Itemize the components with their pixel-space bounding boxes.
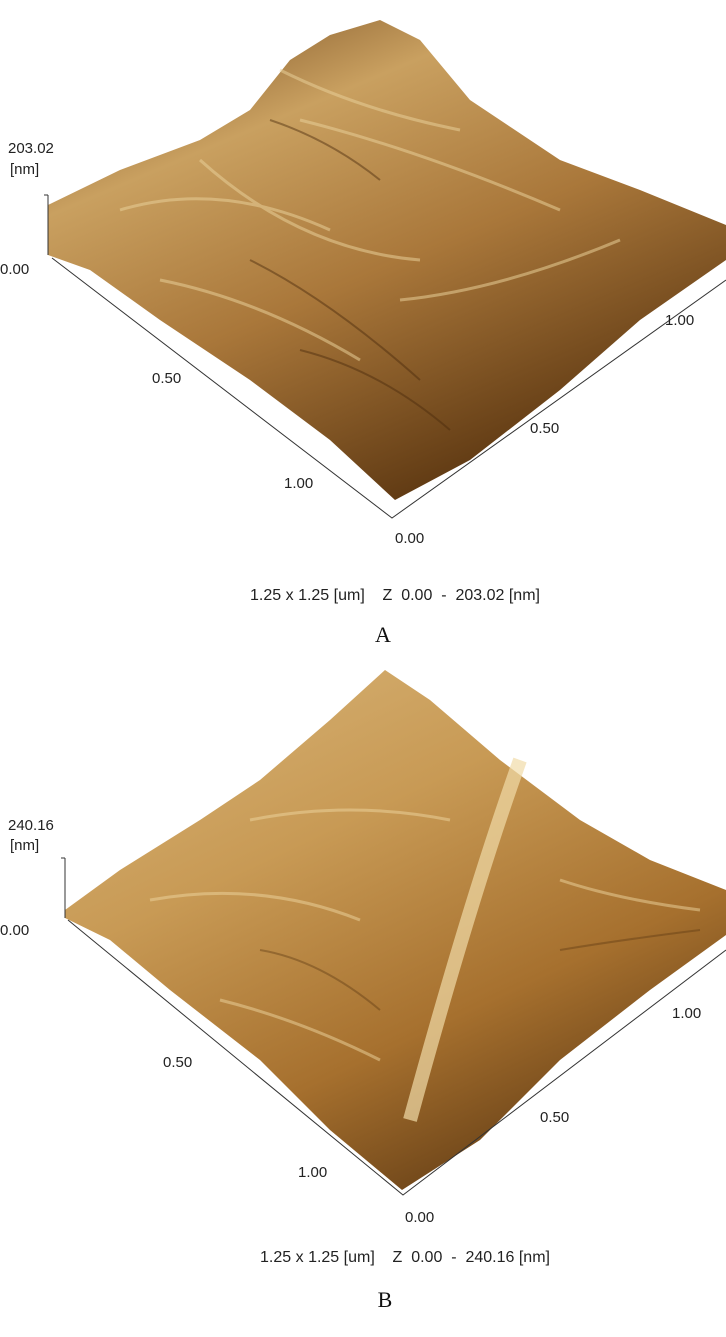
surface-b [65,670,726,1190]
panel-label: B [378,1287,393,1312]
right-axis-tick: 1.00 [665,312,694,329]
left-axis-tick: 0.50 [163,1054,192,1071]
panel-label: A [375,622,391,647]
left-axis-tick: 1.00 [284,475,313,492]
left-axis-tick: 0.50 [152,370,181,387]
right-axis-tick: 0.00 [405,1209,434,1226]
right-axis-tick: 1.00 [672,1005,701,1022]
surface-a [48,20,726,500]
right-axis-tick: 0.50 [530,420,559,437]
z-min-label: 0.00 [0,922,29,939]
figure: 203.02 [nm] 0.00 0.50 1.00 0.00 0.50 1.0… [0,0,726,1337]
caption: 1.25 x 1.25 [um] Z 0.00 - 203.02 [nm] [250,587,540,604]
caption: 1.25 x 1.25 [um] Z 0.00 - 240.16 [nm] [260,1249,550,1266]
z-max-label: 240.16 [8,817,54,834]
right-axis-tick: 0.50 [540,1109,569,1126]
z-min-label: 0.00 [0,261,29,278]
z-unit: [nm] [10,161,39,178]
left-axis-tick: 1.00 [298,1164,327,1181]
z-max-label: 203.02 [8,140,54,157]
right-axis-tick: 0.00 [395,530,424,547]
z-unit: [nm] [10,837,39,854]
